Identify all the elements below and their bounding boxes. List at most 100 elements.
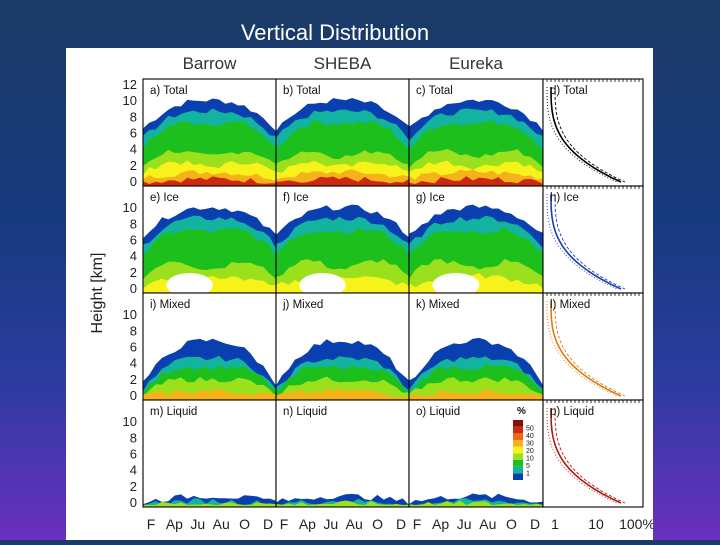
y-tick-label: 0	[130, 174, 137, 189]
profile-line-1	[554, 87, 626, 183]
panel-label: n) Liquid	[283, 406, 327, 418]
clear-region	[299, 273, 346, 297]
colorbar-swatch	[513, 433, 523, 440]
colorbar-level: 50	[526, 426, 534, 433]
x-tick-label: 10	[588, 516, 604, 532]
contour-level-3	[409, 500, 543, 507]
y-tick-label: 0	[130, 281, 137, 296]
figure: Barrow SHEBA Eureka a) Total b) Total c) Tota…	[66, 48, 655, 540]
profile-line-1	[554, 408, 626, 504]
profile-line-1	[554, 301, 626, 397]
x-tick-label: Ju	[457, 516, 472, 532]
colorbar-swatch	[513, 466, 523, 474]
panel-g: g) Ice	[408, 185, 544, 297]
y-tick-label: 10	[123, 200, 137, 215]
x-tick-label: Au	[346, 516, 363, 532]
column-title-eureka: Eureka	[449, 54, 503, 73]
x-tick-label: 100%	[619, 516, 653, 532]
panel-label: j) Mixed	[282, 299, 323, 311]
x-tick-label: Au	[213, 516, 230, 532]
panel-b: b) Total	[275, 78, 410, 187]
x-tick-label: O	[239, 516, 250, 532]
x-tick-label: F	[280, 516, 289, 532]
clear-region	[166, 273, 213, 297]
column-title-sheba: SHEBA	[314, 54, 372, 73]
panel-j: j) Mixed	[275, 292, 410, 401]
contour-level-5	[143, 388, 276, 400]
colorbar-swatch	[513, 446, 523, 454]
x-tick-label: Ju	[190, 516, 205, 532]
contour-level-7	[276, 176, 409, 186]
profile-line-0	[550, 301, 622, 397]
panel-label: o) Liquid	[416, 406, 460, 418]
profile-line-2	[546, 301, 618, 397]
y-tick-label: 0	[130, 495, 137, 510]
panel-label: p) Liquid	[550, 406, 594, 418]
x-tick-label: Au	[479, 516, 496, 532]
y-tick-label: 0	[130, 388, 137, 403]
panel-d: d) Total	[542, 78, 644, 187]
y-tick-label: 2	[130, 158, 137, 173]
profile-line-2	[546, 408, 618, 504]
y-tick-label: 4	[130, 463, 137, 478]
colorbar-level: 5	[526, 463, 530, 470]
contour-level-5	[409, 388, 543, 400]
panel-label: b) Total	[283, 85, 321, 97]
x-tick-label: D	[530, 516, 540, 532]
y-tick-label: 4	[130, 249, 137, 264]
x-tick-label: O	[372, 516, 383, 532]
panel-label: d) Total	[550, 85, 588, 97]
x-tick-label: 1	[551, 516, 559, 532]
panel-label: l) Mixed	[550, 299, 590, 311]
x-tick-label: Ap	[432, 516, 449, 532]
colorbar-swatch	[513, 426, 523, 434]
profile-line-0	[550, 87, 622, 183]
colorbar-level: 30	[526, 441, 534, 448]
profile-line-2	[546, 194, 618, 290]
slide-title: Vertical Distribution	[240, 20, 430, 45]
panel-k: k) Mixed	[408, 292, 544, 401]
x-tick-label: O	[506, 516, 517, 532]
panel-i: i) Mixed	[142, 292, 277, 401]
x-tick-label: Ap	[166, 516, 183, 532]
colorbar-swatch	[513, 460, 523, 467]
panel-label: k) Mixed	[416, 299, 459, 311]
contour-level-3	[276, 500, 409, 507]
panel-h: h) Ice	[542, 185, 644, 294]
y-axis-label: Height [km]	[89, 253, 106, 334]
y-tick-label: 6	[130, 447, 137, 462]
y-tick-label: 8	[130, 109, 137, 124]
y-tick-label: 10	[123, 93, 137, 108]
x-tick-label: Ju	[323, 516, 338, 532]
panel-label: e) Ice	[150, 192, 179, 204]
panel-c: c) Total	[408, 78, 544, 187]
contour-level-3	[143, 501, 276, 507]
y-tick-label: 10	[123, 307, 137, 322]
y-tick-label: 4	[130, 142, 137, 157]
panel-label: a) Total	[150, 85, 188, 97]
contour-level-7	[143, 176, 276, 186]
y-tick-label: 4	[130, 356, 137, 371]
clear-region	[432, 273, 480, 297]
multi-panel-figure: Barrow SHEBA Eureka a) Total b) Total c) Tota…	[89, 54, 655, 532]
x-tick-label: D	[263, 516, 273, 532]
profile-line-0	[550, 408, 622, 504]
panel-label: f) Ice	[283, 192, 309, 204]
contour-level-7	[409, 176, 543, 186]
profile-line-1	[554, 194, 626, 290]
y-tick-label: 8	[130, 323, 137, 338]
colorbar-level: 10	[526, 456, 534, 463]
panel-a: a) Total	[142, 78, 277, 187]
column-title-barrow: Barrow	[183, 54, 238, 73]
panel-label: m) Liquid	[150, 406, 197, 418]
panel-label: c) Total	[416, 85, 453, 97]
contour-level-5	[276, 388, 409, 400]
panel-label: i) Mixed	[150, 299, 190, 311]
panel-p: p) Liquid	[542, 399, 644, 508]
y-tick-label: 8	[130, 430, 137, 445]
y-tick-label: 2	[130, 479, 137, 494]
colorbar-swatch	[513, 453, 523, 460]
profile-line-2	[546, 87, 618, 183]
colorbar-title: %	[517, 406, 526, 417]
panel-label: g) Ice	[416, 192, 445, 204]
